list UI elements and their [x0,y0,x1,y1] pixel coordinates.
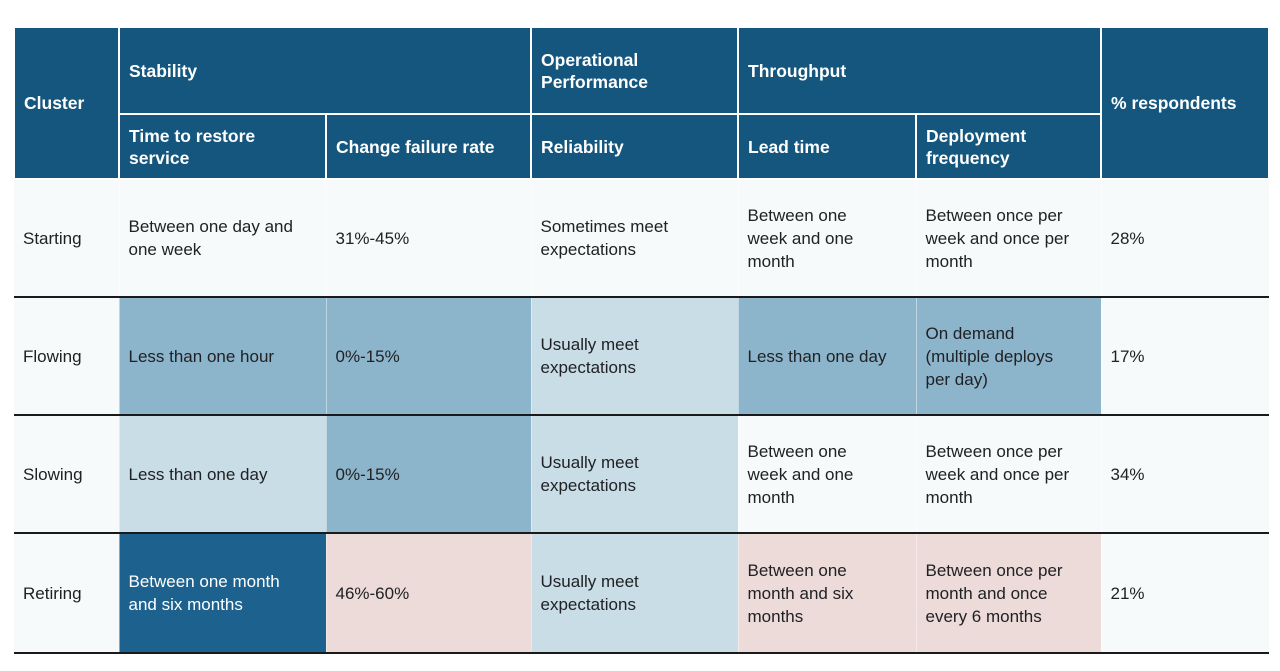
cell-time-to-restore: Less than one day [118,414,326,533]
cell-deployment-frequency: Between once per week and once per month [915,179,1102,297]
cell-respondents: 17% [1100,296,1270,415]
table-row-starting: Starting Between one day and one week 31… [14,179,1270,297]
cluster-label: Slowing [14,414,119,533]
header-cell-operational-performance: Operational Performance [530,26,740,115]
cell-reliability: Usually meet expectations [530,532,739,654]
cell-time-to-restore: Between one month and six months [118,532,326,654]
cell-change-failure-rate: 0%-15% [325,414,532,533]
header-cell-time-to-restore: Time to restore service [118,113,327,180]
cell-respondents: 34% [1100,414,1270,533]
header-cell-cluster: Cluster [13,26,120,180]
cell-lead-time: Between one week and one month [737,414,917,533]
header-cell-throughput: Throughput [737,26,1103,115]
performance-clusters-table: Cluster Stability Operational Performanc… [13,26,1271,654]
cell-deployment-frequency: Between once per month and once every 6 … [915,532,1102,654]
cell-reliability: Sometimes meet expectations [530,179,739,297]
cell-respondents: 21% [1100,532,1270,654]
cell-time-to-restore: Less than one hour [118,296,326,415]
cell-respondents: 28% [1100,179,1270,297]
cell-lead-time: Between one month and six months [737,532,917,654]
header-cell-reliability: Reliability [530,113,740,180]
table-body: Starting Between one day and one week 31… [14,179,1270,654]
cell-change-failure-rate: 31%-45% [325,179,532,297]
cell-lead-time: Between one week and one month [737,179,917,297]
cell-deployment-frequency: Between once per week and once per month [915,414,1102,533]
header-row-metrics: Time to restore service Change failure r… [14,113,1269,180]
table-row-slowing: Slowing Less than one day 0%-15% Usually… [14,414,1270,533]
cell-time-to-restore: Between one day and one week [118,179,326,297]
cell-lead-time: Less than one day [737,296,917,415]
cell-change-failure-rate: 46%-60% [325,532,532,654]
cluster-label: Retiring [14,532,119,654]
cell-reliability: Usually meet expectations [530,414,739,533]
header-cell-deployment-frequency: Deployment frequency [915,113,1103,180]
table-row-flowing: Flowing Less than one hour 0%-15% Usuall… [14,296,1270,415]
table-row-retiring: Retiring Between one month and six month… [14,532,1270,654]
cluster-label: Flowing [14,296,119,415]
table-header: Cluster Stability Operational Performanc… [13,26,1271,180]
header-cell-change-failure-rate: Change failure rate [324,113,533,180]
cell-change-failure-rate: 0%-15% [325,296,532,415]
cell-reliability: Usually meet expectations [530,296,739,415]
header-cell-stability: Stability [117,26,533,115]
cell-deployment-frequency: On demand (multiple deploys per day) [915,296,1102,415]
header-row-groups: Cluster Stability Operational Performanc… [13,26,1271,180]
header-cell-respondents: % respondents [1100,26,1271,180]
header-cell-lead-time: Lead time [737,113,918,180]
cluster-label: Starting [14,179,119,297]
